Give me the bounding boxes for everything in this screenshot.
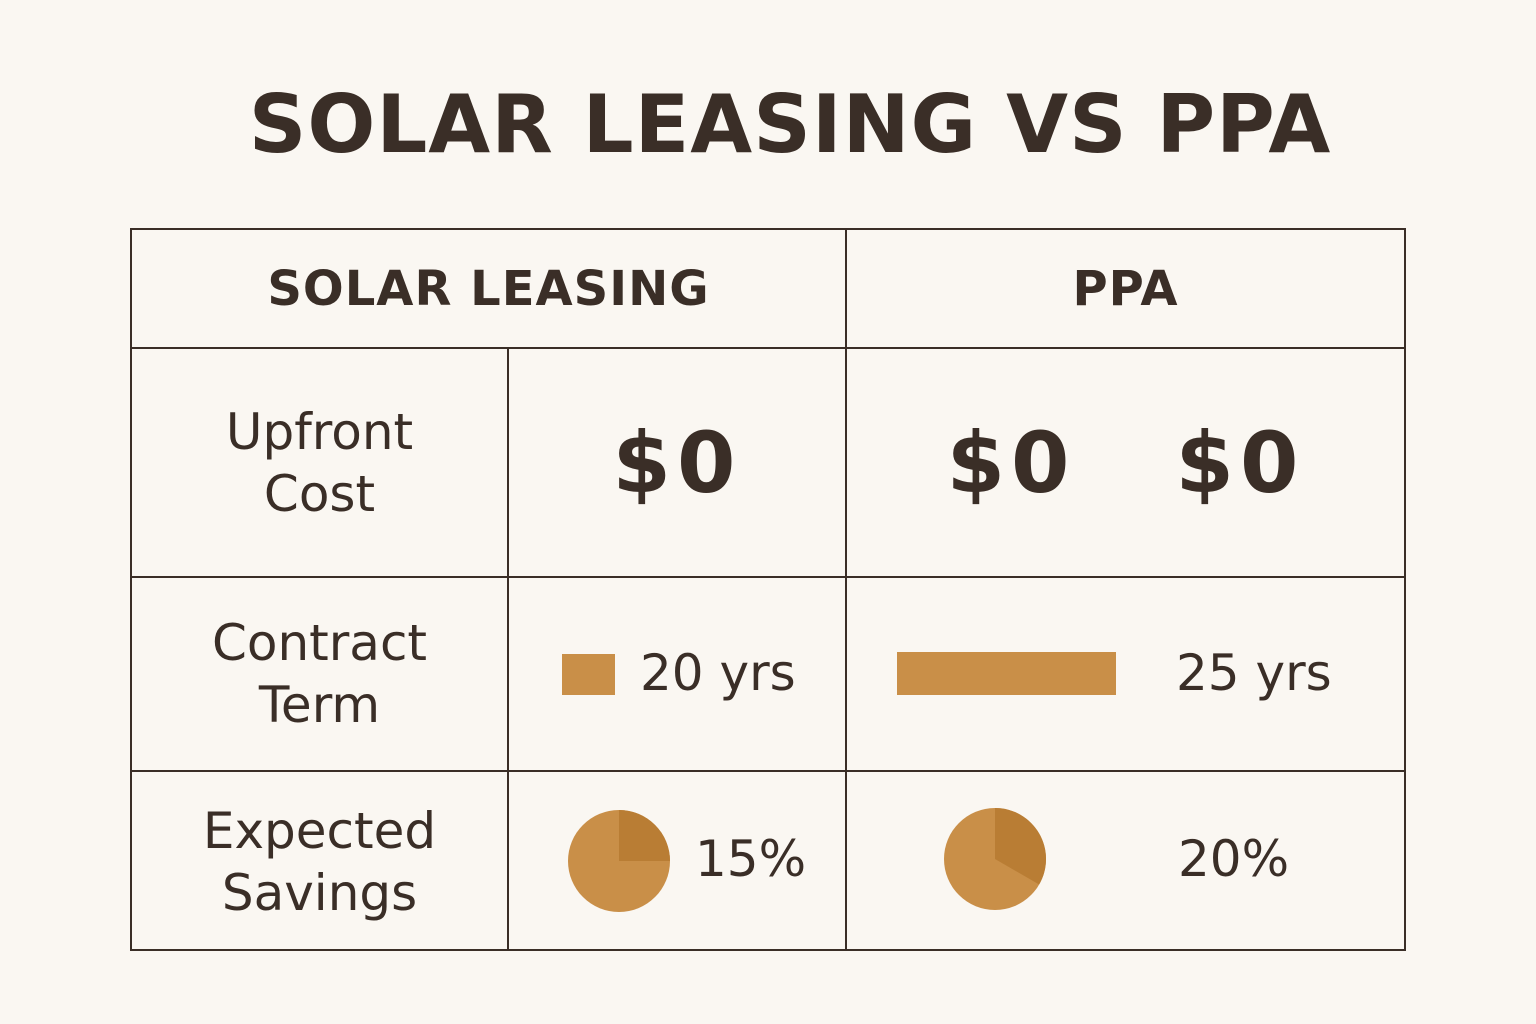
leasing-upfront-value: $0 <box>612 413 742 512</box>
row-label-line: Expected <box>202 801 437 860</box>
column-header-ppa: PPA <box>1072 260 1179 317</box>
page-title: SOLAR LEASING VS PPA <box>248 78 1332 171</box>
table-divider <box>132 347 1404 349</box>
pie-slice <box>619 810 670 861</box>
column-header-leasing: SOLAR LEASING <box>267 260 710 317</box>
ppa-upfront-value: $0 <box>946 413 1076 512</box>
leasing-term-label: 20 yrs <box>640 644 796 702</box>
table-divider <box>132 576 1404 578</box>
table-divider <box>132 770 1404 772</box>
ppa-term-bar <box>897 652 1116 695</box>
row-label-line: Savings <box>221 863 418 922</box>
comparison-table: SOLAR LEASING PPA Upfront Cost $0 $0 $0 … <box>130 228 1406 951</box>
row-label-expected-savings: Expected Savings <box>132 772 507 951</box>
row-label-line: Term <box>258 676 381 734</box>
row-label-upfront-cost: Upfront Cost <box>132 349 507 576</box>
ppa-savings-label: 20% <box>1178 830 1290 888</box>
leasing-savings-label: 15% <box>695 830 807 888</box>
ppa-term-label: 25 yrs <box>1176 644 1332 702</box>
ppa-upfront-value: $0 <box>1175 413 1305 512</box>
row-label-line: Upfront <box>225 402 414 461</box>
row-label-line: Contract <box>211 614 428 672</box>
leasing-term-bar <box>562 654 615 695</box>
row-label-contract-term: Contract Term <box>132 578 507 770</box>
table-divider <box>507 348 509 949</box>
table-divider <box>845 230 847 949</box>
pie-slice <box>995 808 1046 885</box>
ppa-savings-pie <box>944 808 1046 910</box>
ppa-upfront-values: $0 $0 <box>847 349 1404 576</box>
leasing-savings-pie <box>568 810 670 912</box>
row-label-line: Cost <box>263 464 376 523</box>
